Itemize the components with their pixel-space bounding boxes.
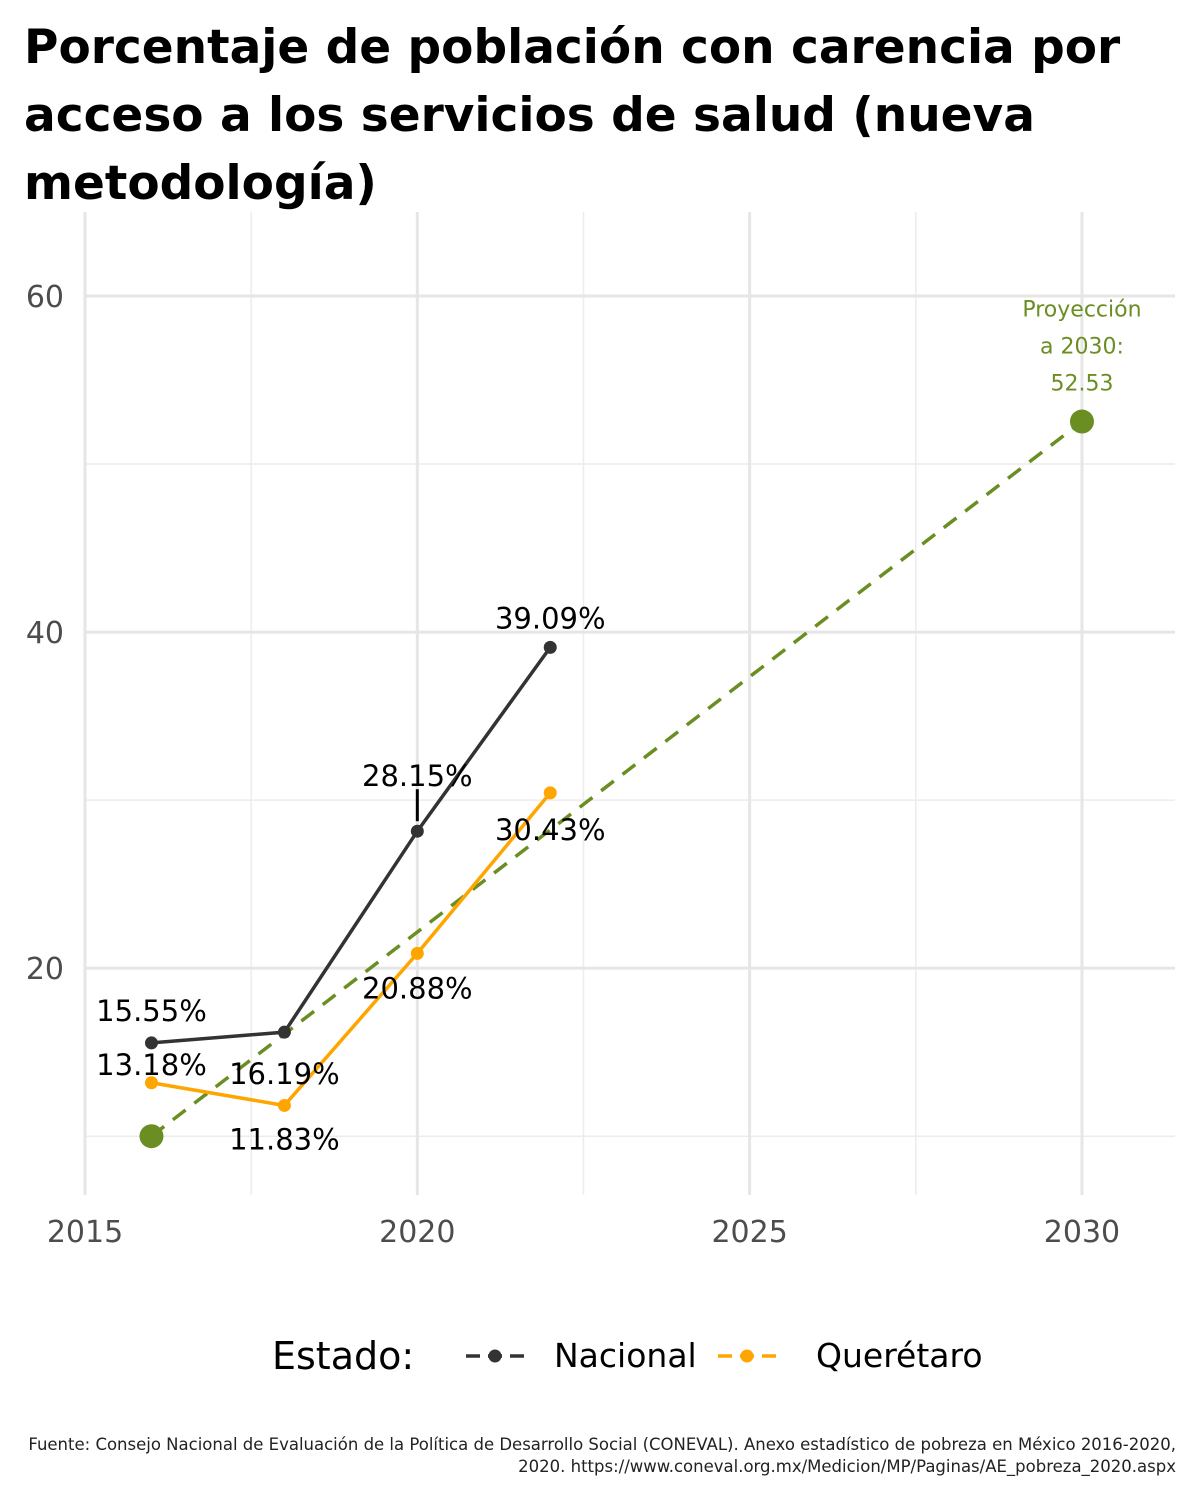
series-point <box>277 1098 291 1112</box>
legend-label: Querétaro <box>816 1336 983 1375</box>
data-label: 28.15% <box>362 759 473 793</box>
series-point <box>410 824 424 838</box>
data-label: 20.88% <box>362 971 473 1005</box>
axes: 2015 2020 2025 2030 20 40 60 <box>26 280 1120 1250</box>
projection-annotation: Proyección <box>1022 298 1141 323</box>
x-tick-label: 2020 <box>379 1215 455 1250</box>
series-line-0 <box>151 646 552 1045</box>
chart-title: Porcentaje de población con carencia por… <box>24 20 1121 211</box>
y-tick-label: 20 <box>26 952 64 987</box>
projection-line <box>150 420 1084 1138</box>
series-point <box>144 1076 158 1090</box>
legend-title: Estado: <box>272 1334 414 1378</box>
data-label: 39.09% <box>495 601 606 635</box>
x-tick-label: 2015 <box>47 1215 123 1250</box>
series-lines <box>139 409 1094 1149</box>
legend-label: Nacional <box>554 1336 697 1375</box>
projection-annotation: 52.53 <box>1050 372 1113 397</box>
projection-point <box>1069 409 1094 434</box>
series-point <box>543 640 557 654</box>
data-label: 13.18% <box>96 1048 207 1082</box>
data-label: 15.55% <box>96 994 207 1028</box>
y-tick-label: 40 <box>26 616 64 651</box>
series-point <box>144 1036 158 1050</box>
data-label: 30.43% <box>495 813 606 847</box>
grid <box>83 212 1175 1195</box>
series-point <box>543 786 557 800</box>
legend-key-point <box>488 1349 502 1363</box>
series-point <box>410 946 424 960</box>
x-tick-label: 2030 <box>1044 1215 1120 1250</box>
source-note: Fuente: Consejo Nacional de Evaluación d… <box>28 1435 1176 1476</box>
legend: Estado: Nacional Querétaro <box>272 1334 983 1378</box>
legend-key-point <box>740 1349 754 1363</box>
y-tick-label: 60 <box>26 280 64 315</box>
data-label: 11.83% <box>229 1122 340 1156</box>
series-line-1 <box>151 791 552 1108</box>
data-label: 16.19% <box>229 1057 340 1091</box>
projection-point <box>139 1124 164 1149</box>
projection-annotation: a 2030: <box>1040 335 1124 360</box>
data-labels: Proyección a 2030: 52.53 15.55% 16.19% 28.15%… <box>96 298 1141 1157</box>
series-point <box>277 1025 291 1039</box>
x-tick-label: 2025 <box>711 1215 787 1250</box>
